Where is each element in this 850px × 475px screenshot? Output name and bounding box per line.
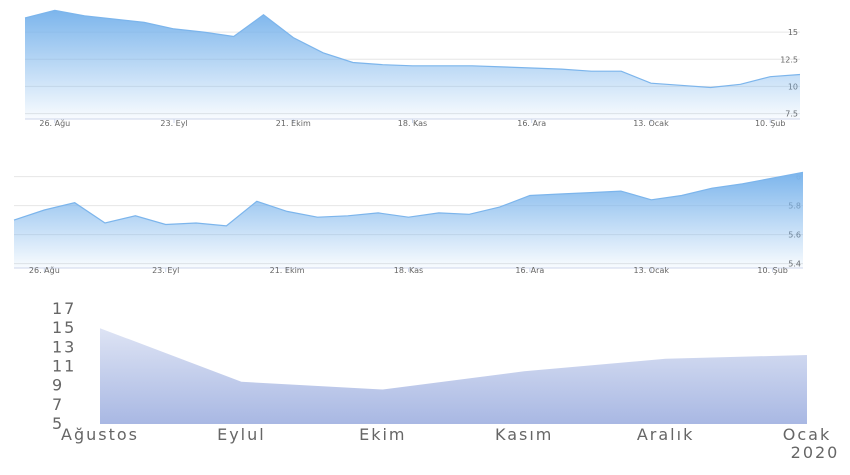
y-tick-label: 12.5 [780,55,798,64]
line [24,9,801,89]
y-tick-label: 7 [52,395,64,414]
y-tick-label: 13 [52,337,76,356]
x-tick-label: Ekim [359,425,406,444]
x-tick-label: 21. Ekim [270,266,305,275]
x-tick-label: 23. Eyl [160,119,187,128]
x-tick-label: 10. Şub [757,266,788,275]
year-label: 2020 [791,443,840,462]
y-tick-label: 15 [788,28,798,37]
x-tick-label: Kasım [495,425,553,444]
area [14,172,803,268]
x-tick-label: 13. Ocak [633,119,669,128]
x-tick-label: 26. Ağu [29,266,60,275]
x-tick-label: 26. Ağu [39,119,70,128]
x-tick-label: 18. Kas [398,119,427,128]
line [13,171,804,227]
area [25,10,800,119]
x-tick-label: Ocak [783,425,831,444]
area [100,328,807,424]
y-tick-label: 17 [52,299,76,318]
x-tick-label: Eylul [217,425,266,444]
y-tick-label: 5 [52,414,64,433]
x-tick-label: Aralık [637,425,694,444]
y-tick-label: 15 [52,318,76,337]
y-tick-label: 11 [52,357,76,376]
x-tick-label: 23. Eyl [152,266,179,275]
x-tick-label: 16. Ara [517,119,546,128]
y-tick-label: 9 [52,376,64,395]
x-tick-label: Ağustos [61,425,139,444]
x-tick-label: 10. Şub [755,119,786,128]
x-tick-label: 13. Ocak [634,266,670,275]
x-tick-label: 16. Ara [515,266,544,275]
x-tick-label: 21. Ekim [276,119,311,128]
x-tick-label: 18. Kas [394,266,423,275]
